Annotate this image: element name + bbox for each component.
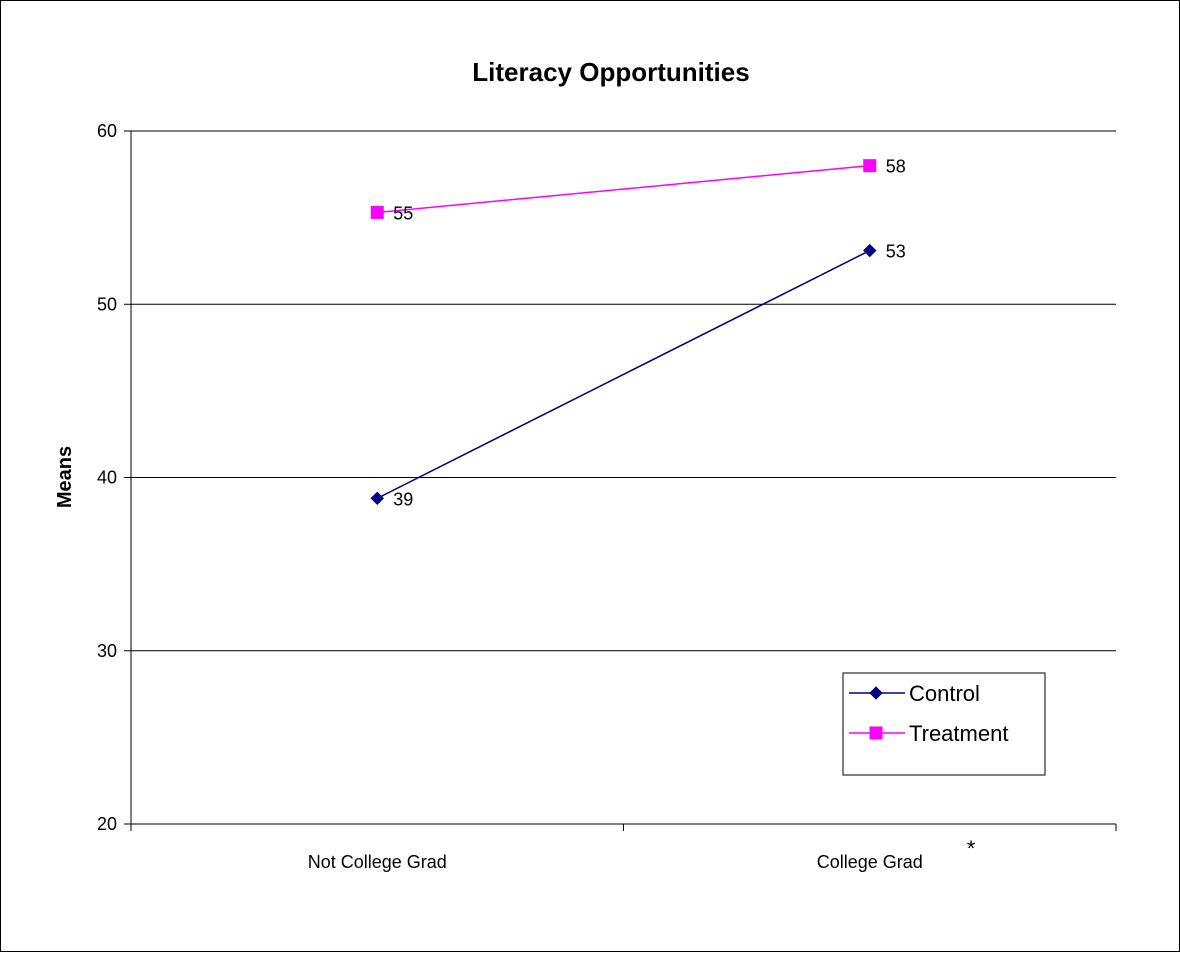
y-tick-label: 50 xyxy=(97,294,117,314)
data-label: 58 xyxy=(886,157,906,177)
y-tick-label: 30 xyxy=(97,641,117,661)
data-label: 39 xyxy=(393,489,413,509)
data-point-control xyxy=(863,243,877,258)
series-line-control xyxy=(376,249,871,499)
x-tick-label: Not College Grad xyxy=(308,852,447,872)
legend-marker xyxy=(869,686,883,700)
data-point-treatment xyxy=(863,159,877,173)
legend-label: Control xyxy=(909,681,980,706)
series-line-treatment xyxy=(377,164,870,214)
annotation-asterisk: * xyxy=(967,836,976,861)
y-tick-label: 60 xyxy=(97,121,117,141)
data-label: 55 xyxy=(393,203,413,223)
legend-marker xyxy=(869,726,883,740)
x-tick-label: College Grad xyxy=(817,852,923,872)
legend: Control Treatment xyxy=(842,672,1046,776)
series-layer: 39 53 55 58 xyxy=(370,157,906,509)
y-tick-label: 40 xyxy=(97,468,117,488)
gridlines xyxy=(131,130,1116,652)
data-label: 53 xyxy=(886,242,906,262)
chart-title: Literacy Opportunities xyxy=(472,57,749,87)
y-axis-label: Means xyxy=(54,446,76,508)
y-tick-label: 20 xyxy=(97,814,117,834)
data-point-treatment xyxy=(370,205,384,219)
legend-label: Treatment xyxy=(909,721,1008,746)
axes: 20 30 40 50 60 Not College Grad College Grad xyxy=(97,121,1117,872)
data-point-control xyxy=(370,491,384,505)
